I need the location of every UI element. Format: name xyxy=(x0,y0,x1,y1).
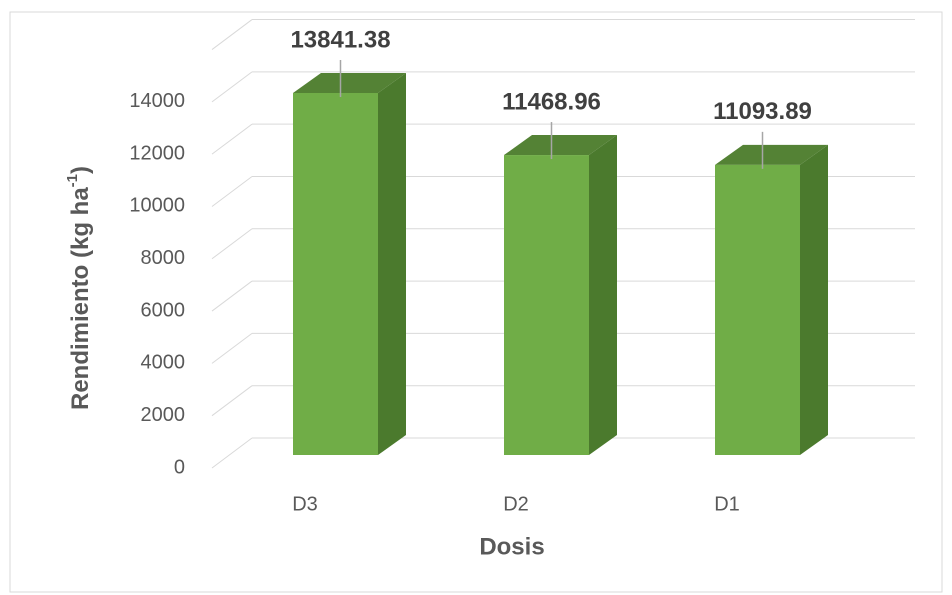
wall-top xyxy=(211,19,253,50)
y-axis-label-end: ) xyxy=(67,166,94,174)
data-label: 11093.89 xyxy=(713,98,812,125)
bar xyxy=(715,164,800,455)
bar-top xyxy=(293,73,406,93)
y-tick-label: 0 xyxy=(174,456,185,478)
y-axis-label-text: Rendimiento (kg ha xyxy=(67,187,94,410)
y-tick-label: 2000 xyxy=(141,404,186,426)
grid-line xyxy=(211,437,253,469)
data-label: 13841.38 xyxy=(290,26,390,53)
grid-line xyxy=(211,228,253,260)
bar-top xyxy=(504,135,617,156)
x-tick-label: D2 xyxy=(503,493,529,515)
y-tick-label: 12000 xyxy=(129,142,185,164)
grid-line xyxy=(211,123,253,155)
bar xyxy=(293,93,378,455)
bar-side xyxy=(378,73,406,455)
bar-top xyxy=(715,144,828,165)
y-axis-label-sup: -1 xyxy=(64,174,81,187)
y-axis-label: Rendimiento (kg ha-1) xyxy=(64,166,94,410)
x-tick-label: D3 xyxy=(292,493,318,515)
x-tick-label: D1 xyxy=(714,493,740,515)
grid-line xyxy=(211,332,253,364)
bar xyxy=(504,155,589,455)
y-tick-label: 10000 xyxy=(129,195,185,217)
bar-side xyxy=(800,144,828,455)
x-axis-label: Dosis xyxy=(479,533,544,560)
grid-line xyxy=(211,176,253,207)
y-tick-label: 6000 xyxy=(141,299,186,321)
grid-line xyxy=(211,385,253,417)
y-tick-label: 4000 xyxy=(141,352,186,374)
data-label: 11468.96 xyxy=(502,88,601,115)
grid-line xyxy=(211,280,253,312)
y-tick-label: 8000 xyxy=(141,247,186,269)
bar-side xyxy=(589,135,617,455)
y-tick-label: 14000 xyxy=(129,90,185,112)
grid-line xyxy=(211,71,253,103)
